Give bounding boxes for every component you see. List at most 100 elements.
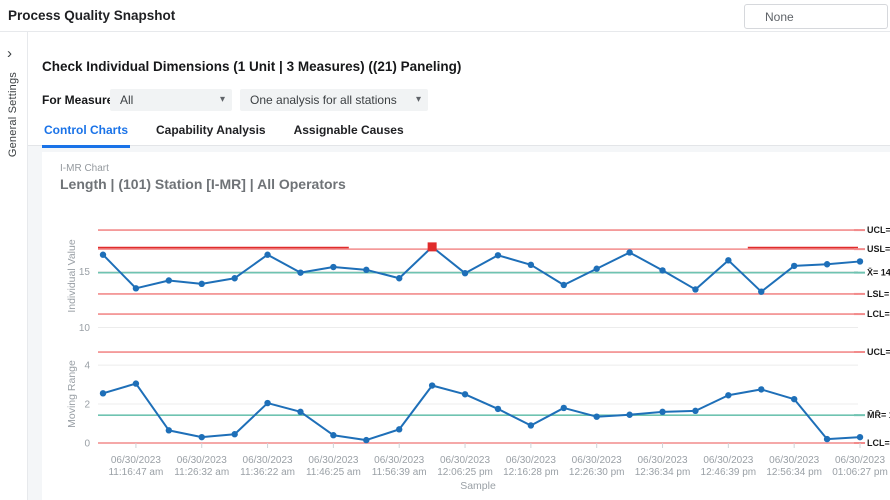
chevron-down-icon: ▾ [219,94,225,105]
tab-assignable-causes[interactable]: Assignable Causes [293,123,404,137]
x-tick-time: 12:06:25 pm [437,467,493,478]
data-point-marker[interactable] [856,258,864,265]
data-point-marker[interactable] [856,433,864,441]
x-tick-time: 12:36:34 pm [635,467,691,478]
x-tick-time: 11:36:22 am [240,467,295,478]
data-point-marker[interactable] [198,280,205,288]
limit-label: M̄R̄= 1 [867,410,890,420]
expand-panel-chevron-icon[interactable]: › [7,45,12,62]
x-tick-date: 06/30/2023 [111,455,161,466]
data-point-marker[interactable] [99,251,107,258]
data-point-marker[interactable] [363,266,370,274]
analysis-mode-select[interactable]: One analysis for all stations ▾ [240,89,428,111]
x-tick-time: 11:26:32 am [174,467,229,478]
data-point-marker[interactable] [231,431,238,438]
data-point-marker[interactable] [527,261,535,268]
x-tick-date: 06/30/2023 [177,455,227,466]
x-tick-time: 12:16:28 pm [503,467,559,478]
data-point-marker[interactable] [461,270,469,277]
tab-control-charts[interactable]: Control Charts [42,121,130,148]
data-point-marker[interactable] [330,263,337,271]
data-point-marker[interactable] [264,251,271,258]
imr-chart-card: I-MR Chart Length | (101) Station [I-MR]… [42,152,890,500]
x-tick-date: 06/30/2023 [572,455,622,466]
data-point-marker[interactable] [659,267,666,274]
limit-label: LCL= [867,438,890,448]
data-point-marker[interactable] [396,426,403,433]
data-point-marker[interactable] [593,265,600,272]
data-point-marker[interactable] [99,390,107,397]
x-tick-date: 06/30/2023 [243,455,293,466]
series-line [102,382,861,442]
chevron-down-icon: ▾ [415,94,421,105]
data-point-marker[interactable] [461,391,469,398]
x-tick-date: 06/30/2023 [637,455,687,466]
data-point-marker[interactable] [626,411,633,418]
y-axis-title: Moving Range [66,360,78,428]
data-point-marker[interactable] [396,275,403,282]
tab-capability-analysis[interactable]: Capability Analysis [156,123,266,137]
chart-title: Length | (101) Station [I-MR] | All Oper… [60,176,346,192]
x-tick-time: 12:46:39 pm [701,467,757,478]
analysis-mode-select-value: One analysis for all stations [250,93,397,107]
preset-selector-button[interactable]: None [744,4,888,29]
data-point-marker[interactable] [823,435,831,443]
data-point-marker[interactable] [692,286,699,293]
data-point-marker[interactable] [560,404,567,412]
individual-value-chart: 10 15 UCL= USL= X̄= 14 LSL= LCL= Individual Val… [66,225,890,334]
sidebar-item-general-settings[interactable]: General Settings [7,72,19,158]
data-point-marker[interactable] [132,285,140,292]
data-point-marker[interactable] [626,249,633,256]
data-point-marker[interactable] [823,261,831,268]
y-tick-label: 15 [79,267,91,278]
x-axis-title: Sample [460,480,496,492]
data-point-marker[interactable] [560,281,567,289]
analysis-heading: Check Individual Dimensions (1 Unit | 3 … [42,59,462,74]
limit-label: LCL= [867,309,890,319]
data-point-marker[interactable] [494,405,502,413]
page-title: Process Quality Snapshot [8,8,176,23]
data-point-marker[interactable] [659,408,666,416]
measure-select[interactable]: All ▾ [110,89,232,111]
data-point-marker[interactable] [231,275,238,282]
data-point-marker[interactable] [363,436,370,444]
data-point-marker[interactable] [198,433,205,441]
tab-row-divider [28,145,890,146]
data-point-marker[interactable] [330,432,337,439]
data-point-marker[interactable] [494,252,502,259]
data-point-marker[interactable] [725,392,732,399]
data-point-marker[interactable] [297,269,304,276]
data-point-marker[interactable] [132,380,140,387]
data-point-marker[interactable] [790,395,798,403]
x-tick-time: 12:56:34 pm [766,467,822,478]
data-point-marker[interactable] [165,277,173,284]
data-point-marker[interactable] [165,427,173,434]
x-tick-time: 01:06:27 pm [832,467,888,478]
x-tick-time: 11:56:39 am [372,467,427,478]
x-tick-time: 11:46:25 am [306,467,361,478]
x-tick-date: 06/30/2023 [506,455,556,466]
x-tick-date: 06/30/2023 [703,455,753,466]
general-settings-rail: › General Settings [0,32,28,500]
data-point-marker[interactable] [790,262,798,270]
out-of-control-marker[interactable] [427,242,437,252]
data-point-marker[interactable] [264,399,271,407]
series-line [102,245,861,293]
data-point-marker[interactable] [725,257,732,264]
chart-type-label: I-MR Chart [60,163,109,174]
data-point-marker[interactable] [758,288,765,295]
data-point-marker[interactable] [428,382,436,389]
y-tick-label: 0 [84,439,90,450]
data-point-marker[interactable] [297,408,304,416]
app-header: Process Quality Snapshot None [0,0,890,32]
x-tick-date: 06/30/2023 [440,455,490,466]
limit-label: X̄= 14 [867,268,890,278]
x-tick-time: 11:16:47 am [108,467,163,478]
x-tick-date: 06/30/2023 [835,455,885,466]
data-point-marker[interactable] [527,422,535,429]
data-point-marker[interactable] [692,407,699,415]
data-point-marker[interactable] [593,413,600,420]
data-point-marker[interactable] [758,386,765,393]
x-tick-time: 12:26:30 pm [569,467,625,478]
